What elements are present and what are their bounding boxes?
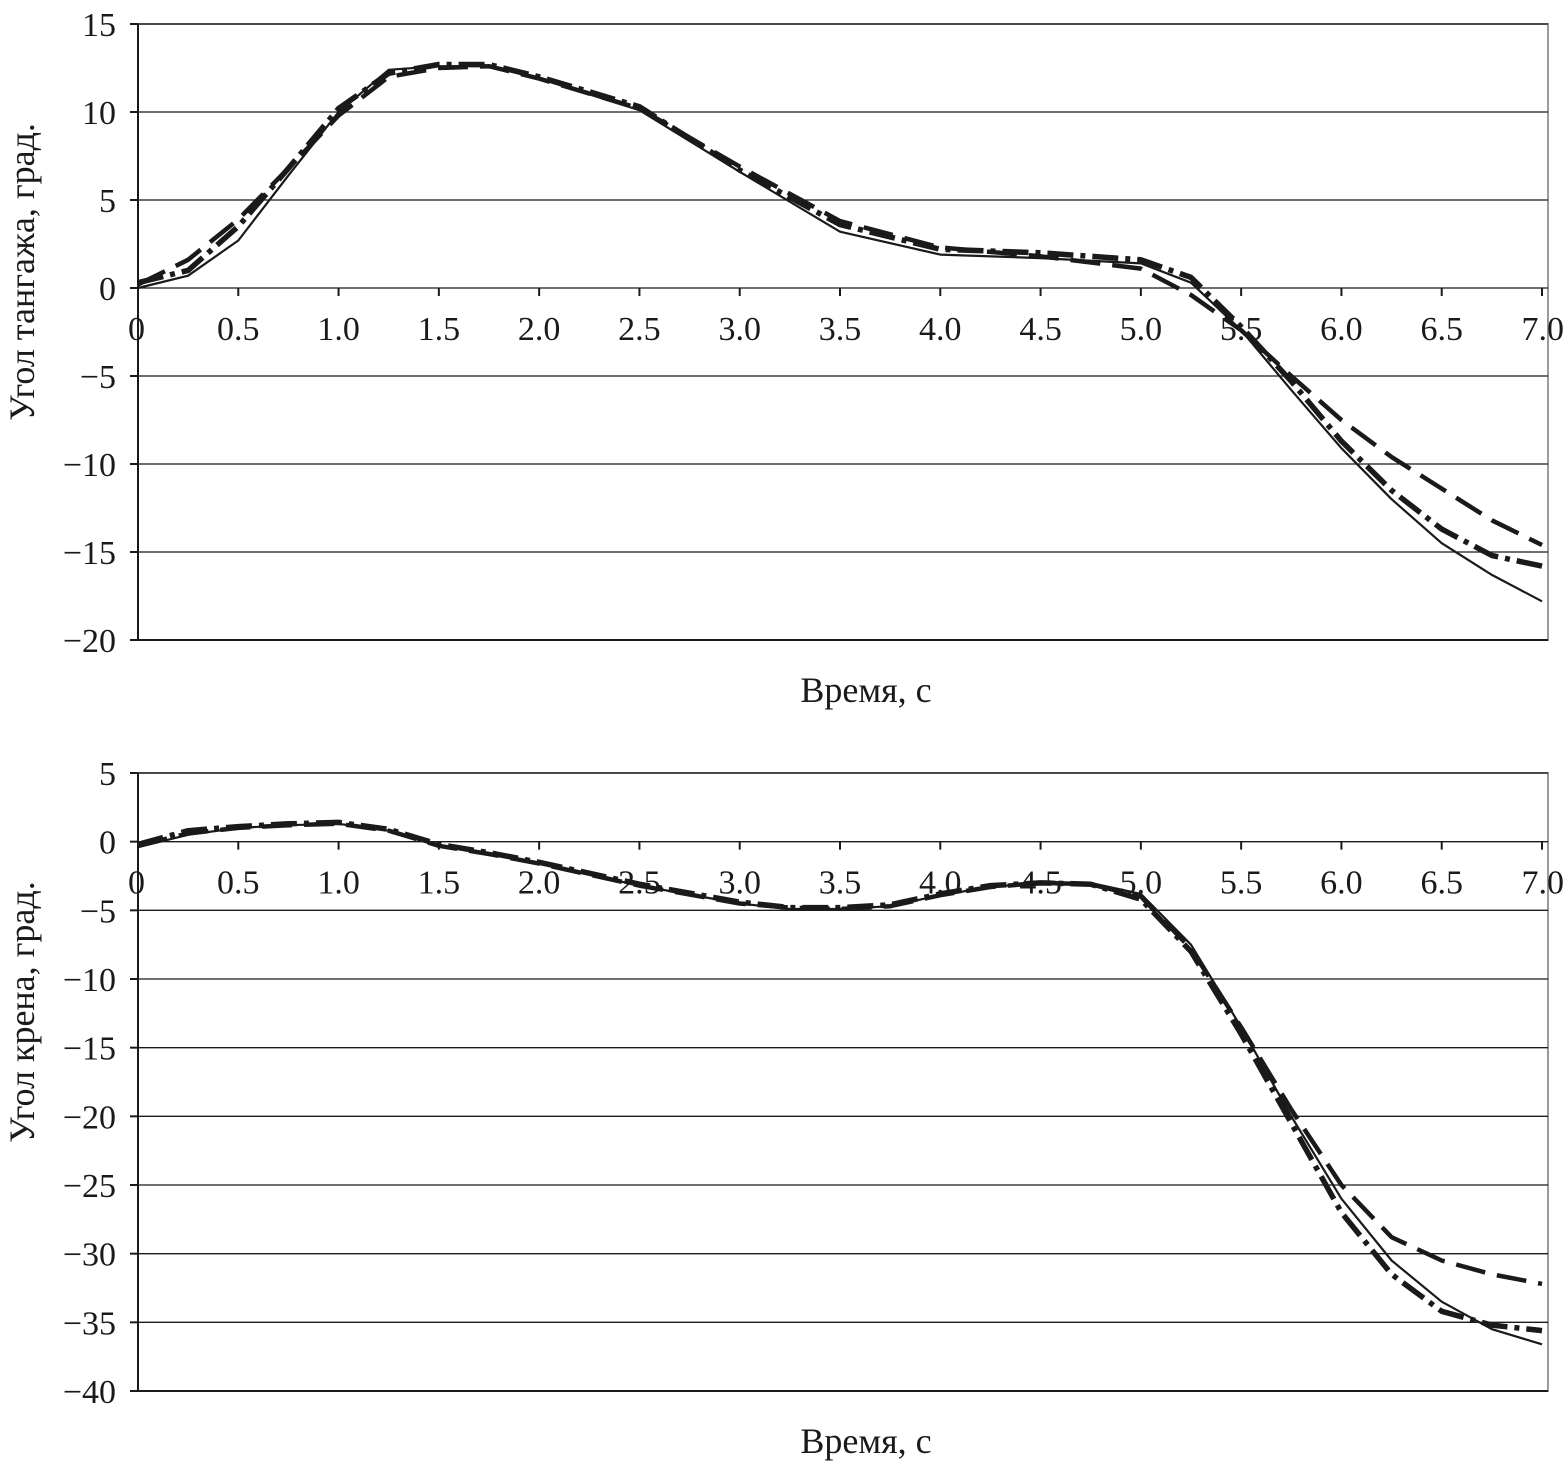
pitch-x-tick-label: 4.0 — [919, 311, 962, 348]
roll-y-tick-label: 5 — [99, 756, 116, 793]
roll-series-group — [137, 819, 1543, 1346]
pitch-x-tick-label: 0 — [128, 311, 145, 348]
pitch-series-dashed-line — [137, 63, 1543, 548]
pitch-series-group — [137, 61, 1543, 603]
roll-y-tick-label: −35 — [63, 1305, 116, 1342]
roll-x-tick-label: 4.0 — [919, 865, 962, 902]
roll-x-tick-label: 3.5 — [819, 865, 862, 902]
pitch-x-tick-label: 4.5 — [1019, 311, 1062, 348]
roll-x-tick-label: 6.0 — [1320, 865, 1363, 902]
pitch-x-tick-label: 1.5 — [418, 311, 461, 348]
pitch-x-tick-label: 6.0 — [1320, 311, 1363, 348]
roll-y-tick-label: −15 — [63, 1031, 116, 1068]
pitch-y-tick-label: −10 — [63, 447, 116, 484]
pitch-x-tick-label: 2.5 — [618, 311, 661, 348]
roll-gridlines — [130, 772, 1548, 1392]
roll-x-tick-label: 6.5 — [1420, 865, 1463, 902]
pitch-y-axis-title: Угол тангажа, град. — [2, 123, 42, 421]
pitch-y-tick-label: −5 — [80, 359, 116, 396]
roll-series-dash-dot-line — [137, 819, 1543, 1334]
roll-x-tick-label: 0.5 — [217, 865, 260, 902]
roll-y-tick-label: −10 — [63, 962, 116, 999]
pitch-x-tick-label: 5.0 — [1120, 311, 1163, 348]
pitch-y-tick-label: 5 — [99, 183, 116, 220]
pitch-x-tick-label: 3.0 — [718, 311, 761, 348]
pitch-x-tick-label: 2.0 — [518, 311, 561, 348]
pitch-gridlines — [130, 23, 1548, 641]
pitch-x-tick-label: 1.0 — [317, 311, 360, 348]
roll-x-tick-label: 1.5 — [418, 865, 461, 902]
roll-x-tick-label: 7.0 — [1522, 865, 1565, 902]
roll-x-axis-title: Время, с — [800, 1421, 931, 1461]
roll-y-tick-label: −20 — [63, 1099, 116, 1136]
roll-y-tick-label: −40 — [63, 1374, 116, 1411]
roll-y-tick-label: −30 — [63, 1237, 116, 1274]
roll-x-tick-label: 4.5 — [1019, 865, 1062, 902]
roll-x-tick-label: 1.0 — [317, 865, 360, 902]
roll-x-tick-label: 5.5 — [1220, 865, 1263, 902]
roll-x-tick-label: 2.0 — [518, 865, 561, 902]
roll-series-solid-line — [137, 822, 1543, 1346]
roll-x-tick-label: 0 — [128, 865, 145, 902]
roll-y-axis-title: Угол крена, град. — [2, 881, 42, 1142]
pitch-x-tick-label: 6.5 — [1420, 311, 1463, 348]
pitch-x-tick-label: 5.5 — [1220, 311, 1263, 348]
roll-y-tick-labels: 5 0 −5 −10 −15 −20 −25 −30 −35 −40 — [63, 756, 116, 1411]
roll-angle-chart: 5 0 −5 −10 −15 −20 −25 −30 −35 −40 0 0.5 1.0 1.5 2.0 2… — [2, 756, 1564, 1461]
roll-y-tick-label: −5 — [80, 893, 116, 930]
pitch-series-dash-dot-line — [137, 61, 1543, 569]
pitch-y-tick-label: 10 — [82, 95, 116, 132]
pitch-y-tick-labels: 15 10 5 0 −5 −10 −15 −20 — [63, 7, 116, 660]
pitch-x-tick-label: 7.0 — [1522, 311, 1565, 348]
roll-x-tick-label: 3.0 — [718, 865, 761, 902]
pitch-angle-chart: 15 10 5 0 −5 −10 −15 −20 0 0.5 1.0 1.5 2.0 2.5 3.0 3.5… — [2, 7, 1564, 710]
pitch-y-tick-label: −15 — [63, 535, 116, 572]
roll-x-tick-label: 2.5 — [618, 865, 661, 902]
pitch-y-tick-label: 15 — [82, 7, 116, 44]
roll-x-tick-labels: 0 0.5 1.0 1.5 2.0 2.5 3.0 3.5 4.0 4.5 5.0 5.5 6.0 6.5… — [128, 865, 1564, 902]
pitch-y-tick-label: −20 — [63, 623, 116, 660]
pitch-x-axis-title: Время, с — [800, 670, 931, 710]
pitch-series-solid-line — [137, 65, 1543, 603]
roll-y-tick-label: −25 — [63, 1168, 116, 1205]
pitch-y-tick-label: 0 — [99, 271, 116, 308]
roll-series-dashed-line — [137, 821, 1543, 1287]
roll-y-tick-label: 0 — [99, 825, 116, 862]
pitch-x-tick-label: 0.5 — [217, 311, 260, 348]
pitch-x-tick-labels: 0 0.5 1.0 1.5 2.0 2.5 3.0 3.5 4.0 4.5 5.0 5.5 6.0 6.5… — [128, 311, 1564, 348]
pitch-x-tick-label: 3.5 — [819, 311, 862, 348]
roll-x-tick-label: 5.0 — [1120, 865, 1163, 902]
